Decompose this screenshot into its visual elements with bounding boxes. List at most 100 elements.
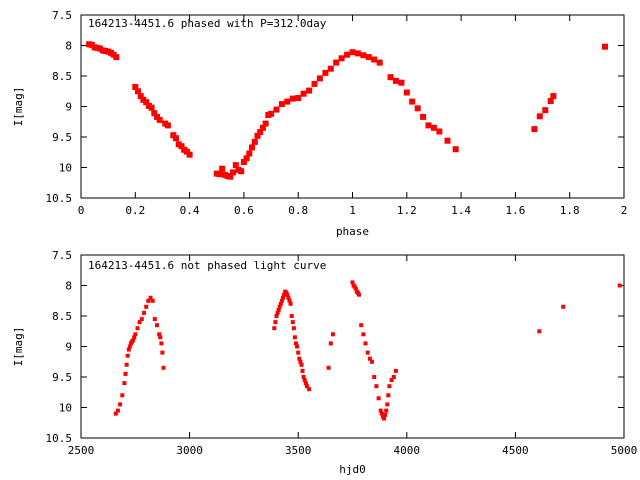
data-point — [299, 362, 304, 367]
data-point — [273, 106, 280, 113]
data-point — [349, 49, 356, 56]
data-point — [386, 393, 391, 398]
data-point — [302, 378, 307, 383]
data-point — [550, 93, 557, 100]
data-point — [531, 126, 538, 133]
chart-title: 164213-4451.6 phased with P=312.0day — [88, 17, 327, 30]
data-point — [303, 381, 308, 386]
data-point — [360, 52, 367, 59]
data-point — [322, 69, 329, 76]
data-point — [363, 341, 368, 346]
data-point — [285, 292, 290, 297]
data-point — [249, 144, 255, 151]
data-point — [278, 101, 285, 108]
data-point — [296, 350, 301, 355]
y-tick-label: 7.5 — [52, 249, 72, 262]
data-point — [173, 135, 179, 142]
data-point — [385, 402, 390, 407]
data-point — [259, 124, 266, 131]
data-point — [157, 332, 162, 337]
data-point — [118, 402, 123, 407]
data-point — [132, 335, 137, 340]
x-tick-label: 1.2 — [397, 204, 417, 217]
data-point — [398, 79, 405, 86]
data-point — [289, 95, 296, 102]
x-tick-label: 1.6 — [505, 204, 525, 217]
data-point — [384, 408, 389, 413]
data-point — [219, 165, 226, 172]
y-tick-label: 9.5 — [52, 371, 72, 384]
data-point — [365, 54, 372, 61]
x-tick-label: 0.8 — [288, 204, 308, 217]
data-point — [403, 89, 410, 96]
data-point — [277, 304, 282, 309]
data-point — [409, 98, 416, 105]
data-point — [148, 104, 155, 111]
data-point — [125, 353, 130, 358]
y-tick-label: 10 — [59, 162, 72, 175]
y-tick-label: 10.5 — [46, 432, 73, 445]
y-tick-label: 8.5 — [52, 310, 72, 323]
data-point — [275, 310, 280, 315]
data-point — [350, 280, 355, 285]
x-tick-label: 0.6 — [234, 204, 254, 217]
data-point — [160, 350, 165, 355]
chart-phased: 0 0.2 0.4 0.6 0.8 1 1.2 1.4 1.6 1.8 2 7.5 8 8.5 9 9.5 10… — [12, 9, 627, 238]
data-point — [300, 90, 307, 97]
data-point — [392, 77, 399, 84]
chart-unphased: 2500 3000 3500 4000 4500 5000 7.5 8 8.5 9 9.5 10 10.… — [12, 249, 637, 476]
data-point — [254, 132, 261, 139]
data-point — [353, 286, 358, 291]
data-point — [301, 375, 306, 379]
data-point — [274, 314, 279, 318]
data-point — [144, 304, 149, 309]
data-point — [376, 59, 383, 66]
x-tick-label: 4500 — [502, 444, 529, 457]
x-tick-label: 5000 — [611, 444, 638, 457]
data-point — [383, 412, 388, 417]
data-point — [273, 320, 278, 325]
data-point — [286, 295, 291, 300]
data-point — [142, 310, 146, 315]
x-tick-label: 0.4 — [180, 204, 200, 217]
data-point — [246, 150, 253, 157]
data-point — [287, 298, 292, 303]
data-point — [152, 317, 157, 322]
data-point — [536, 113, 543, 120]
data-point — [178, 143, 185, 150]
data-point — [382, 416, 386, 421]
x-tick-label: 2 — [621, 204, 628, 217]
data-point — [139, 317, 144, 322]
data-point — [290, 320, 295, 325]
data-point — [240, 159, 247, 165]
data-point — [122, 381, 127, 386]
data-point — [137, 93, 144, 100]
data-point — [135, 88, 141, 95]
data-point — [306, 87, 313, 94]
data-point — [216, 171, 223, 178]
x-tick-label: 0 — [78, 204, 85, 217]
data-point — [370, 359, 374, 364]
data-point — [156, 116, 163, 123]
data-point — [602, 43, 608, 50]
data-point — [372, 375, 377, 379]
data-point — [389, 378, 394, 383]
data-point — [272, 326, 277, 331]
data-point — [304, 384, 309, 389]
data-point — [124, 362, 129, 367]
data-point — [316, 75, 323, 82]
data-point — [132, 84, 139, 90]
data-point — [365, 350, 370, 355]
data-point — [291, 326, 296, 331]
data-point — [115, 408, 120, 413]
data-point — [452, 146, 459, 153]
data-point — [158, 335, 163, 340]
y-axis-label: I[mag] — [12, 327, 25, 367]
data-point — [542, 107, 549, 114]
y-tick-label: 10.5 — [46, 192, 73, 205]
data-point — [425, 122, 432, 129]
y-tick-label: 9 — [65, 101, 72, 114]
data-point — [295, 344, 300, 349]
data-point — [251, 138, 258, 145]
data-point — [133, 332, 138, 337]
